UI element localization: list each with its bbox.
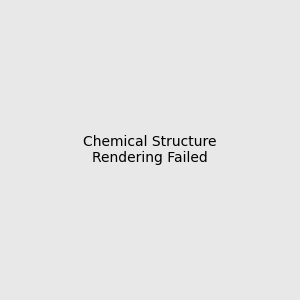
Text: Chemical Structure
Rendering Failed: Chemical Structure Rendering Failed xyxy=(83,135,217,165)
